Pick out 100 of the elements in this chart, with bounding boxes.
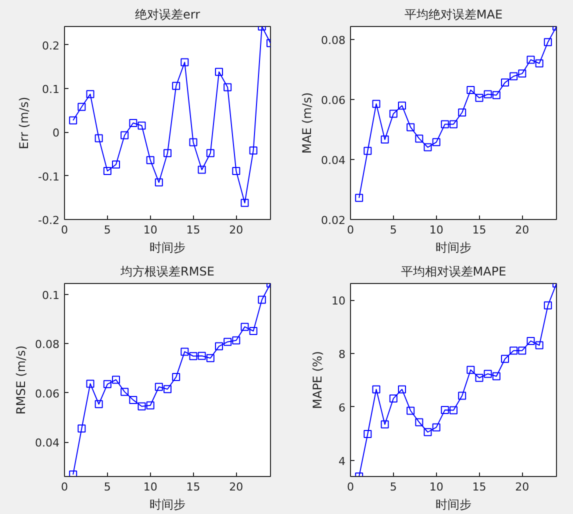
- point: [424, 143, 432, 152]
- point: [440, 406, 449, 414]
- point: [535, 59, 544, 68]
- point: [450, 406, 458, 414]
- point: [112, 160, 120, 168]
- point: [406, 406, 415, 415]
- chart-title: 平均相对误差MAPE: [400, 264, 506, 278]
- point: [198, 166, 206, 174]
- point: [86, 90, 94, 98]
- point: [492, 372, 500, 380]
- point: [484, 370, 492, 378]
- x-tick-label: 15: [472, 224, 486, 236]
- point: [180, 58, 189, 66]
- point: [172, 82, 180, 90]
- y-axis-title: Err (m/s): [17, 96, 32, 150]
- y-tick-label: 0.04: [321, 154, 346, 168]
- y-tick-label: -0.2: [38, 214, 60, 227]
- point: [129, 119, 138, 127]
- point: [78, 424, 86, 432]
- point: [240, 322, 249, 331]
- point: [440, 120, 449, 128]
- chart-title: 绝对误差err: [134, 8, 200, 22]
- point: [198, 352, 206, 360]
- x-tick-label: 0: [61, 480, 68, 494]
- point: [492, 91, 500, 100]
- y-tick-label: 8: [338, 348, 346, 362]
- y-tick-label: 0.2: [42, 39, 60, 52]
- y-tick-label: 4: [338, 454, 346, 468]
- point: [389, 110, 398, 118]
- x-tick-label: 20: [229, 224, 244, 236]
- x-axis-title: 时间步: [150, 240, 186, 254]
- point: [146, 156, 154, 164]
- x-tick-label: 5: [390, 224, 397, 236]
- y-tick-label: 0.06: [321, 94, 346, 108]
- point: [224, 83, 232, 92]
- point: [249, 146, 258, 155]
- y-tick-label: 6: [338, 402, 346, 414]
- point: [380, 420, 389, 428]
- point: [510, 346, 518, 355]
- point: [146, 401, 154, 410]
- point: [501, 354, 509, 363]
- point: [544, 38, 552, 46]
- x-tick-label: 20: [229, 480, 244, 494]
- point: [189, 352, 198, 360]
- y-axis-title: MAE (m/s): [300, 92, 314, 154]
- x-tick-label: 10: [429, 480, 444, 494]
- point: [406, 123, 415, 132]
- x-tick-label: 10: [429, 224, 444, 236]
- x-tick-label: 10: [143, 480, 158, 494]
- point: [389, 394, 398, 402]
- point: [424, 428, 432, 436]
- point: [466, 86, 475, 94]
- point: [172, 373, 180, 382]
- point: [154, 178, 163, 186]
- point: [398, 385, 406, 394]
- y-tick-label: 0.08: [321, 34, 346, 48]
- x-tick-label: 0: [347, 224, 354, 236]
- point: [164, 149, 172, 158]
- chart-title: 均方根误差RMSE: [120, 264, 214, 278]
- x-tick-label: 5: [104, 224, 111, 236]
- point: [466, 366, 475, 374]
- point: [258, 296, 266, 304]
- point: [232, 167, 240, 176]
- point: [215, 342, 223, 350]
- x-tick-label: 5: [390, 480, 397, 494]
- x-tick-label: 20: [515, 480, 530, 494]
- y-axis-title: MAPE (%): [310, 351, 325, 409]
- point: [364, 146, 372, 155]
- point: [526, 56, 535, 64]
- point: [103, 380, 112, 388]
- point: [415, 134, 424, 143]
- point: [94, 400, 103, 408]
- point: [484, 90, 492, 98]
- y-tick-label: 10: [332, 294, 346, 308]
- point: [518, 346, 526, 355]
- point: [240, 198, 249, 207]
- y-tick-label: 0.02: [321, 214, 346, 227]
- x-tick-label: 15: [186, 480, 200, 494]
- point: [138, 402, 146, 410]
- y-tick-label: 0.1: [42, 288, 60, 302]
- point: [372, 100, 380, 108]
- x-tick-label: 0: [347, 480, 354, 494]
- point: [78, 102, 86, 111]
- y-axis-title: RMSE (m/s): [14, 345, 28, 415]
- x-axis-title: 时间步: [150, 498, 186, 512]
- x-tick-label: 20: [515, 224, 530, 236]
- x-axis-title: 时间步: [436, 240, 472, 254]
- point: [526, 336, 535, 345]
- y-tick-label: -0.1: [38, 170, 60, 184]
- x-axis-title: 时间步: [436, 498, 472, 512]
- point: [206, 149, 214, 158]
- point: [372, 385, 380, 394]
- y-tick-label: 0.04: [35, 436, 60, 450]
- point: [103, 167, 112, 176]
- point: [189, 138, 198, 146]
- point: [206, 354, 214, 362]
- point: [432, 423, 440, 432]
- x-tick-label: 5: [104, 480, 111, 494]
- point: [535, 341, 544, 350]
- point: [120, 131, 129, 140]
